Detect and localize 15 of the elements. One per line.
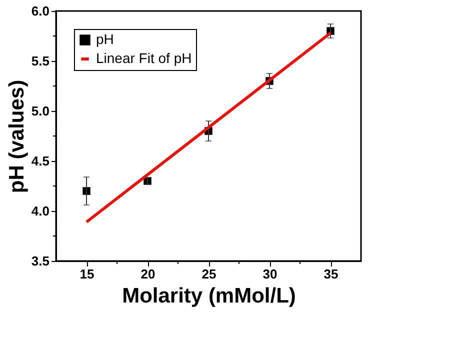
y-axis-title: pH (values) xyxy=(5,80,28,194)
y-tick-label: 5.0 xyxy=(31,104,50,118)
y-tick-label: 4.0 xyxy=(31,204,50,218)
legend-label: Linear Fit of pH xyxy=(96,50,192,66)
x-axis-title: Molarity (mMol/L) xyxy=(122,284,296,308)
x-tick-label: 15 xyxy=(80,266,94,282)
x-tick-label: 20 xyxy=(140,266,156,282)
y-tick-label: 6.0 xyxy=(31,4,50,18)
y-tick-label: 5.5 xyxy=(31,54,50,68)
x-tick-label: 35 xyxy=(324,266,338,282)
legend-label: pH xyxy=(96,31,114,47)
y-tick-label: 3.5 xyxy=(31,254,50,268)
x-tick-label: 25 xyxy=(202,266,216,282)
x-tick-label: 30 xyxy=(262,266,278,282)
y-tick-label: 4.5 xyxy=(31,154,50,168)
